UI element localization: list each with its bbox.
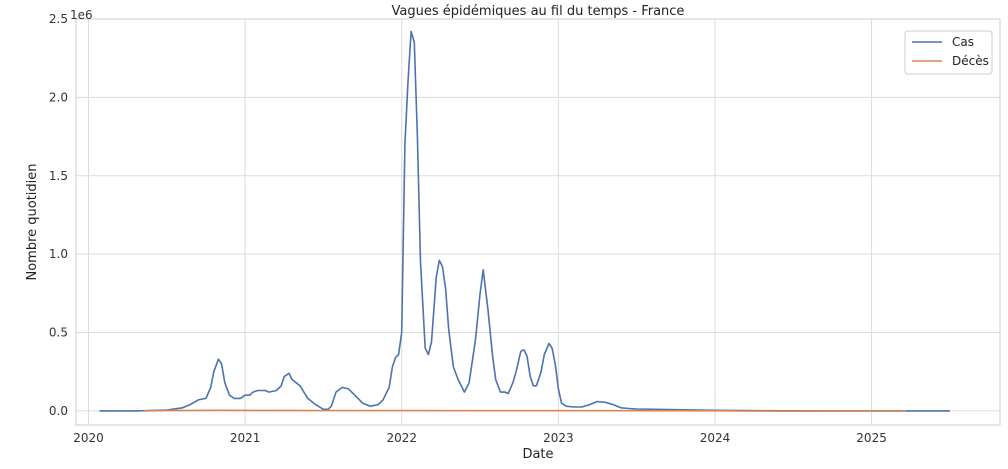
series-line-deces: [143, 409, 906, 412]
x-tick-label: 2022: [386, 431, 417, 445]
x-tick-label: 2024: [700, 431, 731, 445]
y-tick-label: 1.5: [49, 169, 68, 183]
legend-label-deces: Décès: [952, 54, 989, 68]
y-tick-label: 0.5: [49, 326, 68, 340]
plot-background: [76, 19, 1000, 425]
plot-frame: [75, 18, 1001, 426]
y-tick-label: 2.5: [49, 12, 68, 26]
series-line-cas: [99, 30, 950, 412]
x-axis-label: Date: [522, 447, 553, 462]
legend: Cas Décès: [904, 30, 993, 75]
legend-label-cas: Cas: [952, 35, 974, 49]
y-axis-label: Nombre quotidien: [25, 163, 40, 280]
y-tick-label: 1.0: [49, 247, 68, 261]
y-tick-label: 2.0: [49, 90, 68, 104]
y-tick-label: 0.0: [49, 404, 68, 418]
y-offset-label: 1e6: [70, 8, 93, 22]
x-tick-label: 2025: [856, 431, 887, 445]
y-tick-labels: 0.0 0.5 1.0 1.5 2.0 2.5: [49, 12, 68, 418]
x-tick-label: 2023: [543, 431, 574, 445]
x-tick-label: 2020: [73, 431, 104, 445]
chart-title: Vagues épidémiques au fil du temps - Fra…: [392, 4, 685, 19]
x-tick-label: 2021: [230, 431, 261, 445]
series-layer: [99, 30, 950, 412]
x-tick-labels: 2020 2021 2022 2023 2024 2025: [73, 431, 887, 445]
